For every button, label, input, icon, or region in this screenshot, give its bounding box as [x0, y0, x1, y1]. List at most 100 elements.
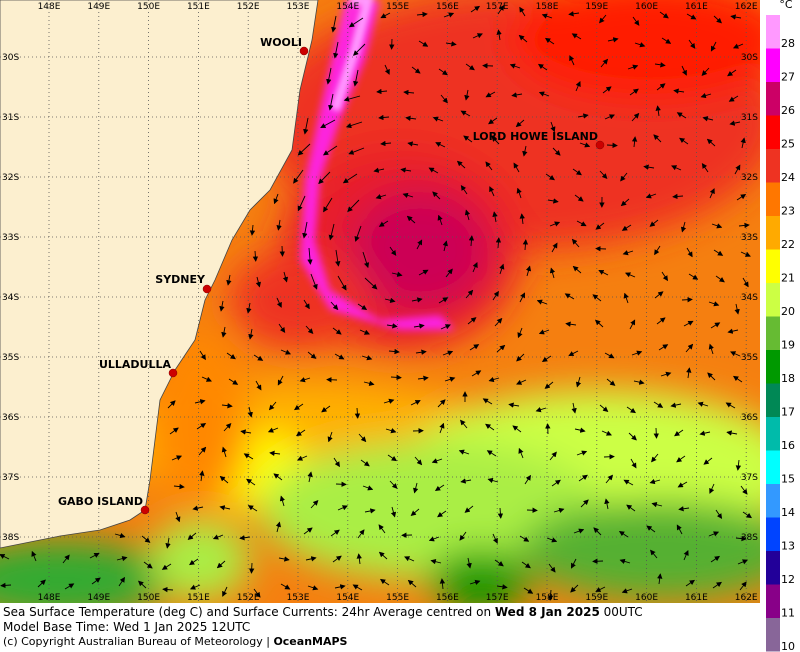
current-arrow [279, 495, 286, 507]
current-arrow [362, 485, 374, 491]
current-arrow [604, 498, 610, 510]
current-arrow [511, 92, 523, 98]
current-arrow [735, 535, 747, 542]
current-arrow [434, 484, 445, 492]
current-arrow [549, 451, 557, 461]
current-arrow [598, 270, 609, 276]
colorbar-label: 27 [781, 71, 795, 84]
lon-label-top: 158E [536, 2, 559, 12]
current-arrow [515, 119, 525, 128]
caption-line-2: Model Base Time: Wed 1 Jan 2025 12UTC [3, 620, 251, 634]
current-arrow [273, 473, 283, 481]
current-arrow [246, 302, 252, 314]
current-arrow [469, 344, 480, 351]
current-arrow [626, 504, 636, 512]
current-arrow [492, 533, 498, 544]
current-arrow [470, 5, 481, 13]
colorbar-swatch [766, 15, 780, 49]
current-arrow [320, 119, 336, 129]
current-arrows [0, 4, 752, 601]
current-arrow [681, 297, 693, 303]
lon-label-bottom: 152E [237, 593, 260, 603]
current-arrow [482, 398, 493, 405]
current-arrow [654, 245, 661, 256]
current-arrow [688, 273, 699, 280]
place-label: WOOLI [260, 36, 302, 49]
current-arrow [353, 69, 359, 87]
current-arrow [631, 112, 640, 122]
current-arrow [383, 398, 395, 404]
current-arrow [389, 246, 397, 256]
lat-label-left: 38S [2, 533, 19, 543]
current-arrow [519, 213, 525, 225]
current-arrow [440, 324, 451, 330]
current-arrow [564, 293, 575, 300]
current-arrow [389, 480, 398, 489]
current-arrow [727, 69, 737, 77]
current-arrow [702, 116, 714, 122]
current-arrow [708, 301, 720, 307]
current-arrow [299, 377, 311, 383]
current-arrow [619, 558, 631, 564]
land [0, 0, 319, 549]
current-arrow [673, 88, 685, 94]
current-arrow [522, 239, 529, 251]
current-arrow [416, 11, 428, 18]
current-arrow [649, 478, 661, 485]
current-arrow [345, 121, 363, 129]
place-label: LORD HOWE ISLAND [473, 130, 598, 143]
current-arrow [519, 535, 530, 542]
lat-label-left: 36S [2, 413, 19, 423]
current-arrow [221, 446, 227, 458]
current-arrow [710, 322, 721, 329]
current-arrow [438, 68, 448, 76]
lon-label-top: 157E [486, 2, 509, 12]
current-arrow [708, 343, 714, 355]
current-arrow [438, 297, 449, 304]
current-arrow [267, 427, 279, 433]
current-arrow [672, 193, 684, 200]
current-arrow [330, 529, 340, 537]
current-arrow [458, 449, 470, 455]
current-arrow [353, 43, 366, 56]
current-arrow [618, 530, 629, 538]
current-arrow [571, 238, 580, 248]
current-arrow [465, 289, 474, 299]
current-arrow [428, 536, 440, 542]
colorbar-swatch [766, 383, 780, 417]
map-labels: 148E 148E 149E 149E 150E 150E 151E 151E 152E 152E… [2, 2, 758, 603]
current-arrow [569, 55, 575, 66]
current-arrow [437, 214, 443, 226]
current-arrow [411, 297, 423, 303]
lon-label-top: 148E [38, 2, 61, 12]
caption-line-1: Sea Surface Temperature (deg C) and Surf… [3, 605, 643, 619]
current-arrow [513, 162, 520, 173]
lon-label-bottom: 153E [287, 593, 310, 603]
map: 148E 148E 149E 149E 150E 150E 151E 151E 152E 152E… [0, 0, 760, 603]
current-arrow [253, 354, 264, 361]
current-arrow [400, 167, 412, 173]
current-arrow [223, 422, 232, 432]
current-arrow [676, 524, 683, 535]
current-arrow [740, 485, 748, 495]
current-arrow [628, 432, 637, 441]
colorbar-label: 26 [781, 104, 795, 117]
current-arrow [410, 508, 420, 516]
current-arrow [460, 110, 471, 117]
colorbar-label: 22 [781, 238, 795, 251]
sst-field [0, 0, 760, 603]
current-arrow [388, 348, 400, 355]
current-arrow [406, 215, 416, 224]
current-arrow [578, 474, 588, 482]
colorbar-label: 16 [781, 439, 795, 452]
current-arrow [496, 344, 506, 353]
current-arrow [407, 141, 419, 147]
current-arrow [485, 161, 493, 171]
current-arrow [358, 433, 367, 443]
current-arrow [496, 29, 502, 41]
current-arrow [544, 381, 554, 389]
current-arrow [701, 67, 710, 76]
current-arrow [297, 455, 308, 461]
current-arrow [623, 479, 634, 486]
current-arrow [444, 376, 456, 382]
